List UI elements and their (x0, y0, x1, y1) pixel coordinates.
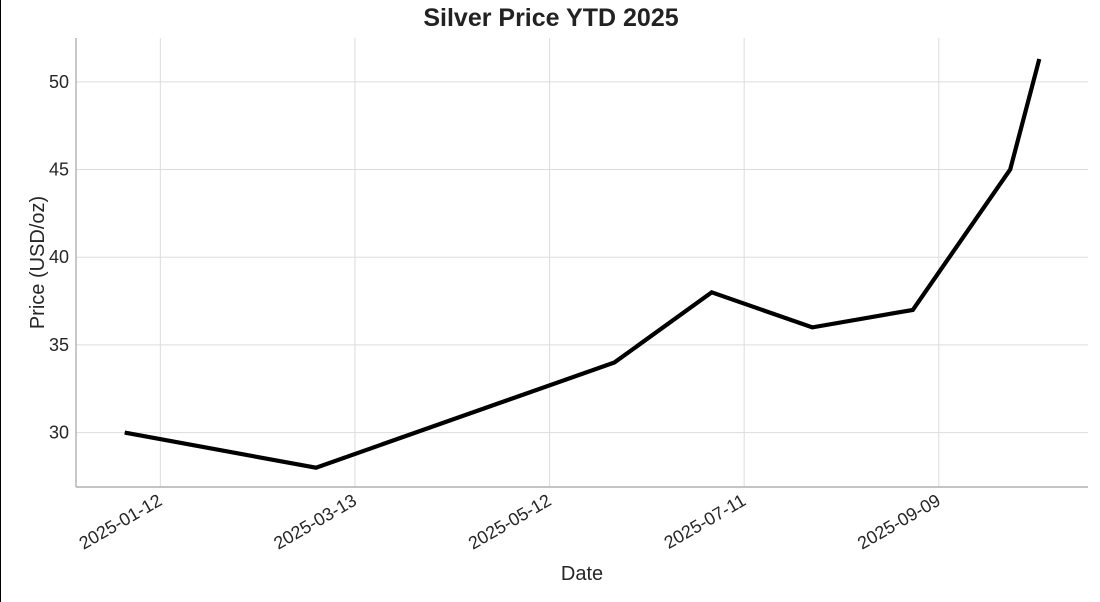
x-tick-label: 2025-03-13 (270, 490, 360, 553)
x-axis-label: Date (561, 563, 603, 585)
y-tick-labels: 30 35 40 45 50 (49, 72, 69, 443)
y-tick-label: 30 (49, 423, 69, 443)
x-tick-label: 2025-01-12 (76, 490, 166, 553)
grid (76, 38, 1088, 487)
x-tick-labels: 2025-01-12 2025-03-13 2025-05-12 2025-07-11… (76, 490, 944, 553)
x-tick-label: 2025-07-11 (661, 490, 750, 553)
series-group (124, 58, 1042, 470)
axes (75, 38, 1088, 488)
y-tick-label: 45 (49, 160, 69, 180)
chart-title: Silver Price YTD 2025 (423, 4, 679, 32)
y-axis-label: Price (USD/oz) (27, 196, 49, 329)
y-tick-label: 50 (49, 72, 69, 92)
y-tick-label: 40 (49, 247, 69, 267)
x-tick-label: 2025-09-09 (854, 490, 944, 553)
y-tick-label: 35 (49, 335, 69, 355)
series-line (124, 58, 1042, 470)
x-tick-label: 2025-05-12 (465, 490, 555, 553)
